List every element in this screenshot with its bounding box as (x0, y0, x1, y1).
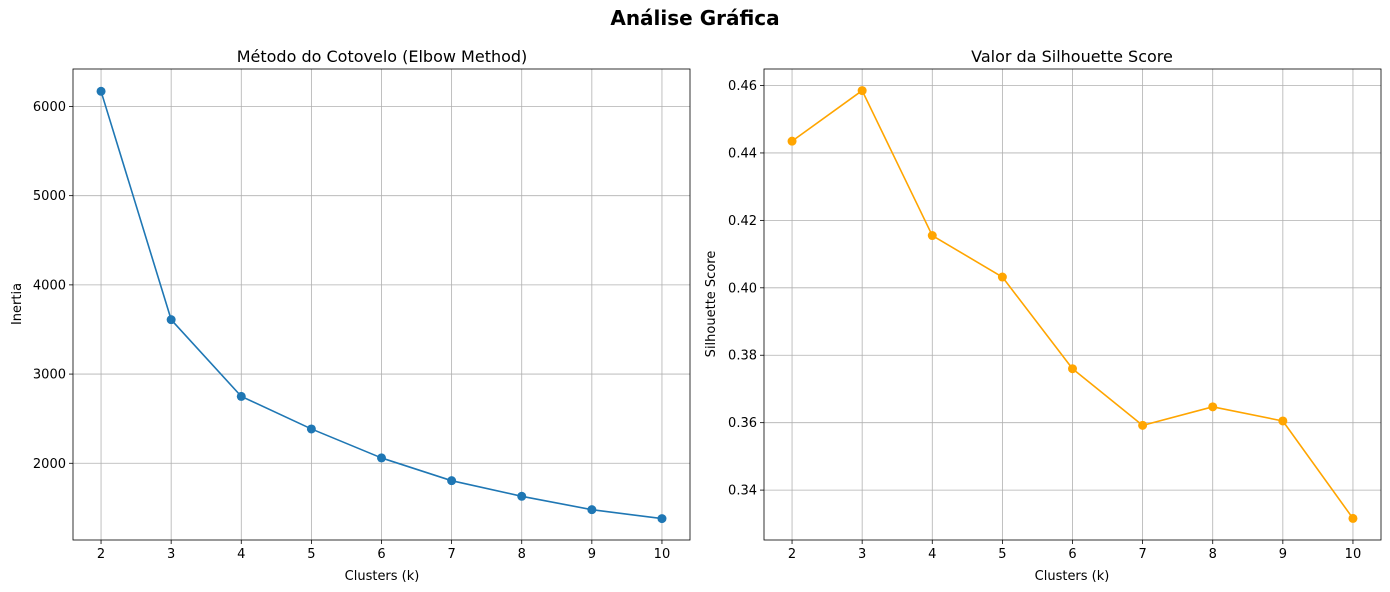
elbow-axes-frame (72, 68, 691, 541)
silhouette-y-tick-label: 0.40 (728, 281, 757, 296)
elbow-x-tick-label: 8 (518, 547, 526, 562)
silhouette-y-tick-label: 0.38 (728, 349, 757, 364)
silhouette-data-point (1068, 364, 1077, 374)
elbow-x-tick-label: 3 (167, 547, 175, 562)
silhouette-plot-area: 2 3 4 5 6 7 8 9 10 0.34 0.36 0.38 0.40 0.42 0.44 0.46 (728, 68, 1382, 562)
silhouette-x-tick-label: 2 (788, 547, 796, 562)
silhouette-x-tick-label: 10 (1345, 547, 1362, 562)
silhouette-y-tick-label: 0.46 (728, 79, 757, 94)
silhouette-x-tick-label: 3 (858, 547, 866, 562)
silhouette-x-tick-label: 5 (998, 547, 1006, 562)
elbow-y-axis-label: Inertia (10, 283, 25, 325)
silhouette-x-tick-label: 7 (1138, 547, 1146, 562)
elbow-x-tick-label: 9 (588, 547, 596, 562)
elbow-data-point (377, 453, 386, 463)
elbow-x-axis-label: Clusters (k) (345, 569, 420, 584)
elbow-data-point (447, 476, 457, 486)
elbow-x-tick-label: 2 (97, 547, 105, 562)
elbow-data-point (306, 424, 316, 434)
elbow-y-tick-label: 4000 (33, 278, 66, 293)
silhouette-data-point (927, 231, 937, 241)
elbow-y-tick-label: 2000 (33, 457, 66, 472)
elbow-chart-title: Método do Cotovelo (Elbow Method) (237, 47, 528, 66)
elbow-y-tick-label: 3000 (33, 368, 66, 383)
elbow-x-tick-label: 10 (654, 547, 671, 562)
silhouette-chart-title: Valor da Silhouette Score (971, 47, 1173, 66)
elbow-data-point (587, 505, 597, 515)
elbow-data-point (96, 86, 106, 96)
silhouette-x-axis-label: Clusters (k) (1035, 569, 1110, 584)
elbow-x-tick-label: 4 (237, 547, 245, 562)
silhouette-x-tick-label: 8 (1209, 547, 1217, 562)
silhouette-axes-frame (763, 68, 1382, 541)
elbow-x-tick-label: 6 (377, 547, 385, 562)
silhouette-x-tick-label: 6 (1068, 547, 1076, 562)
elbow-data-point (517, 491, 527, 501)
silhouette-data-point (1348, 513, 1358, 523)
silhouette-y-tick-label: 0.34 (728, 484, 757, 499)
elbow-x-tick-label: 7 (447, 547, 455, 562)
elbow-data-point (166, 315, 176, 325)
silhouette-data-point (787, 136, 797, 146)
silhouette-data-point (997, 272, 1007, 282)
silhouette-data-point (1138, 420, 1148, 430)
figure-title: Análise Gráfica (610, 6, 779, 30)
silhouette-y-axis-label: Silhouette Score (704, 251, 719, 358)
elbow-x-tick-label: 5 (307, 547, 315, 562)
elbow-chart: Método do Cotovelo (Elbow Method) 2 3 4 5 6 7… (10, 47, 691, 584)
silhouette-x-tick-label: 9 (1279, 547, 1287, 562)
silhouette-y-tick-label: 0.42 (728, 214, 757, 229)
silhouette-data-point (1278, 416, 1288, 426)
silhouette-x-tick-label: 4 (928, 547, 936, 562)
silhouette-data-point (857, 86, 867, 96)
silhouette-y-tick-label: 0.36 (728, 416, 757, 431)
elbow-data-point (236, 391, 246, 401)
silhouette-y-tick-label: 0.44 (728, 146, 757, 161)
elbow-y-tick-label: 5000 (33, 189, 66, 204)
silhouette-chart: Valor da Silhouette Score 2 3 4 5 6 7 8 9 10 0.34… (704, 47, 1382, 584)
elbow-data-point (657, 514, 667, 524)
elbow-y-tick-label: 6000 (33, 100, 66, 115)
elbow-plot-area: 2 3 4 5 6 7 8 9 10 2000 3000 4000 5000 6000 (33, 68, 691, 562)
silhouette-data-point (1208, 402, 1218, 412)
